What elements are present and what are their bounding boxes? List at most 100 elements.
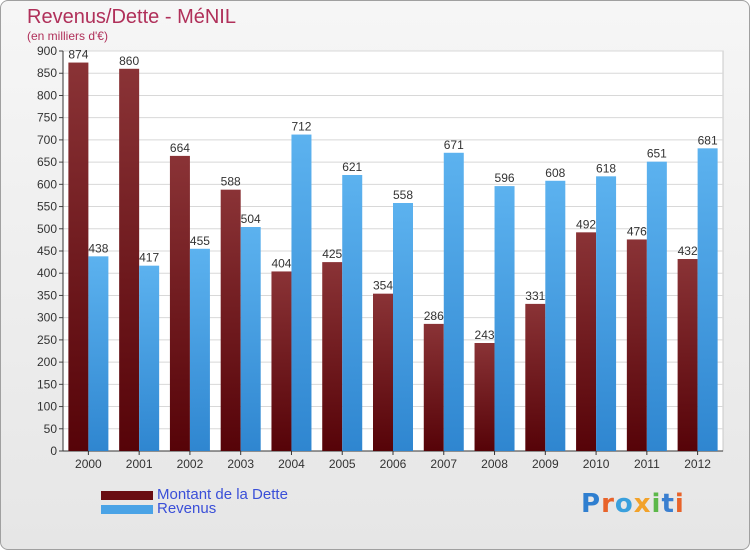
bar-revenus [443, 152, 464, 451]
y-tick-label: 550 [37, 200, 57, 214]
logo-letter: i [674, 489, 685, 519]
x-tick-label: 2004 [278, 457, 305, 471]
data-label-dette: 432 [678, 244, 698, 258]
x-tick-label: 2010 [583, 457, 610, 471]
data-label-dette: 286 [424, 309, 444, 323]
proxiti-logo: Proxiti [581, 489, 685, 519]
y-tick-label: 500 [37, 222, 57, 236]
bar-revenus [545, 180, 566, 451]
data-label-revenus: 671 [444, 138, 464, 152]
bar-dette [626, 239, 647, 451]
data-label-revenus: 621 [342, 160, 362, 174]
data-label-revenus: 618 [596, 161, 616, 175]
x-tick-label: 2012 [684, 457, 711, 471]
x-tick-label: 2001 [126, 457, 153, 471]
bar-dette [576, 232, 597, 451]
bar-dette [677, 259, 698, 451]
bar-revenus [291, 134, 312, 452]
bar-dette [271, 271, 292, 451]
bar-revenus [596, 176, 617, 452]
bar-dette [373, 293, 393, 451]
data-label-revenus: 558 [393, 188, 413, 202]
logo-letter: x [633, 489, 652, 519]
y-tick-label: 650 [37, 155, 57, 169]
y-tick-label: 850 [37, 66, 57, 80]
data-label-dette: 331 [525, 289, 545, 303]
data-label-revenus: 651 [647, 147, 667, 161]
bar-revenus [88, 256, 109, 451]
legend-swatch-dette [101, 491, 153, 500]
data-label-revenus: 712 [291, 120, 311, 134]
data-label-revenus: 681 [698, 133, 718, 147]
legend-swatch-revenus [101, 505, 153, 514]
bar-revenus [189, 248, 210, 451]
bar-revenus [697, 148, 718, 452]
logo-letter: i [651, 489, 662, 519]
logo-letter: P [581, 489, 602, 519]
bar-dette [322, 262, 343, 451]
data-label-dette: 404 [271, 256, 291, 270]
chart-subtitle: (en milliers d'€) [27, 29, 108, 43]
y-tick-label: 100 [37, 400, 57, 414]
bar-revenus [240, 227, 261, 451]
data-label-revenus: 438 [88, 241, 108, 255]
bar-dette [423, 323, 444, 451]
y-tick-label: 250 [37, 333, 57, 347]
x-tick-label: 2000 [75, 457, 102, 471]
y-tick-label: 700 [37, 133, 57, 147]
y-tick-label: 50 [44, 422, 58, 436]
y-tick-label: 300 [37, 311, 57, 325]
logo-letter: o [614, 489, 634, 519]
bar-revenus [342, 175, 363, 451]
y-tick-label: 900 [37, 44, 57, 58]
y-tick-label: 600 [37, 177, 57, 191]
bar-revenus [139, 265, 160, 451]
x-tick-label: 2002 [177, 457, 204, 471]
x-tick-label: 2006 [380, 457, 407, 471]
y-tick-label: 150 [37, 377, 57, 391]
x-tick-label: 2003 [227, 457, 254, 471]
data-label-revenus: 596 [495, 171, 515, 185]
y-tick-label: 800 [37, 88, 57, 102]
data-label-revenus: 504 [241, 212, 261, 226]
data-label-dette: 354 [373, 279, 393, 293]
data-label-revenus: 417 [139, 251, 159, 265]
legend-label-revenus: Revenus [157, 500, 217, 517]
bar-dette [68, 62, 89, 452]
data-label-dette: 425 [322, 247, 342, 261]
logo-letter: r [601, 489, 615, 519]
x-tick-label: 2005 [329, 457, 356, 471]
y-tick-label: 400 [37, 266, 57, 280]
data-label-dette: 492 [576, 217, 596, 231]
bar-dette [169, 155, 190, 451]
data-label-dette: 588 [221, 175, 241, 189]
data-label-dette: 243 [475, 328, 495, 342]
data-label-revenus: 455 [190, 234, 210, 248]
y-tick-label: 450 [37, 244, 57, 258]
y-tick-label: 0 [50, 444, 57, 458]
chart-title: Revenus/Dette - MéNIL [27, 6, 236, 28]
data-label-dette: 476 [627, 224, 647, 238]
bar-dette [474, 343, 495, 451]
y-tick-label: 350 [37, 288, 57, 302]
bar-revenus [393, 203, 413, 451]
y-tick-label: 750 [37, 111, 57, 125]
bar-revenus [494, 186, 515, 451]
y-tick-label: 200 [37, 355, 57, 369]
x-tick-label: 2009 [532, 457, 559, 471]
data-label-dette: 860 [119, 54, 139, 68]
data-label-dette: 874 [68, 48, 88, 62]
x-tick-label: 2011 [634, 457, 660, 471]
bar-dette [220, 189, 241, 451]
legend-label-dette: Montant de la Dette [157, 486, 288, 503]
logo-letter: t [661, 489, 675, 519]
x-tick-label: 2007 [430, 457, 457, 471]
data-label-dette: 664 [170, 141, 190, 155]
data-label-revenus: 608 [545, 166, 565, 180]
bar-dette [119, 68, 140, 452]
x-tick-label: 2008 [481, 457, 508, 471]
bar-dette [525, 303, 546, 451]
bar-revenus [646, 161, 667, 451]
